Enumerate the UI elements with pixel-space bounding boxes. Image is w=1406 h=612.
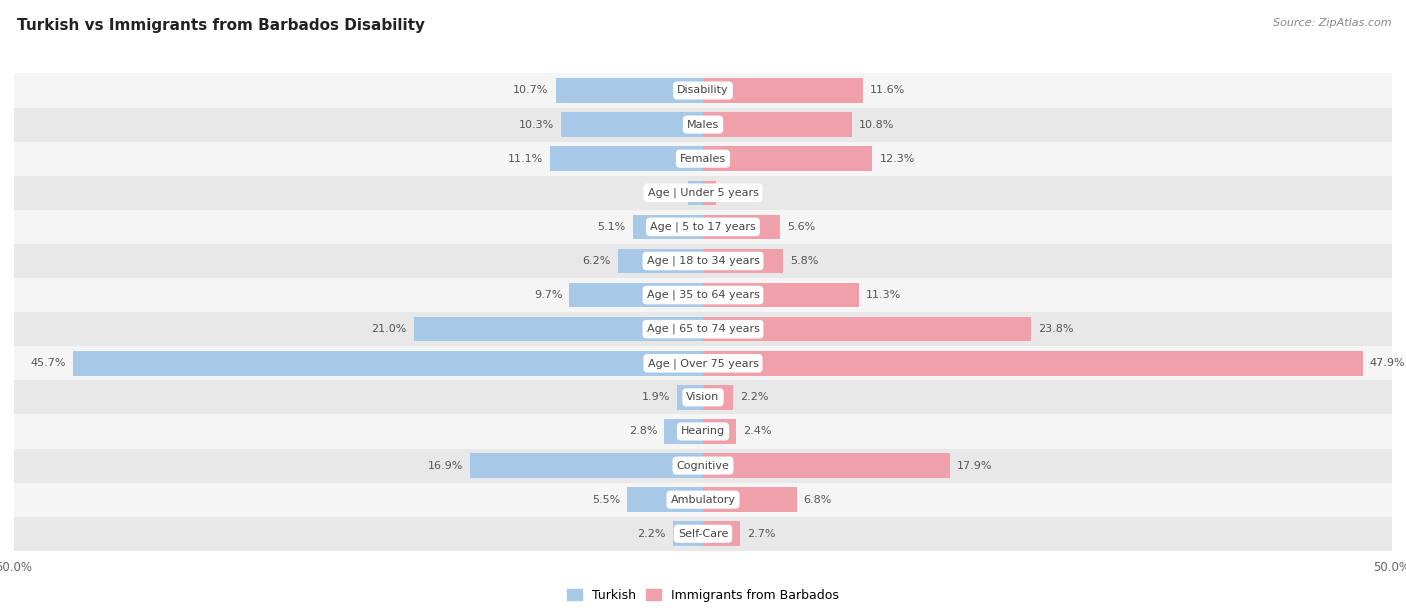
Text: Ambulatory: Ambulatory	[671, 494, 735, 505]
Bar	[703, 78, 863, 103]
Text: 17.9%: 17.9%	[956, 461, 993, 471]
Text: 23.8%: 23.8%	[1038, 324, 1073, 334]
Bar	[703, 317, 1031, 341]
Legend: Turkish, Immigrants from Barbados: Turkish, Immigrants from Barbados	[562, 584, 844, 606]
Bar	[550, 146, 703, 171]
Text: 11.1%: 11.1%	[508, 154, 543, 163]
Bar	[413, 317, 703, 341]
Text: Age | 65 to 74 years: Age | 65 to 74 years	[647, 324, 759, 334]
Text: Disability: Disability	[678, 86, 728, 95]
Text: Source: ZipAtlas.com: Source: ZipAtlas.com	[1274, 18, 1392, 28]
Text: Hearing: Hearing	[681, 427, 725, 436]
FancyBboxPatch shape	[14, 483, 1392, 517]
Bar	[633, 215, 703, 239]
FancyBboxPatch shape	[14, 141, 1392, 176]
Text: 1.9%: 1.9%	[641, 392, 669, 402]
Text: Age | 18 to 34 years: Age | 18 to 34 years	[647, 256, 759, 266]
Text: Age | Over 75 years: Age | Over 75 years	[648, 358, 758, 368]
Text: 2.2%: 2.2%	[740, 392, 769, 402]
Text: Age | 5 to 17 years: Age | 5 to 17 years	[650, 222, 756, 232]
Bar	[617, 248, 703, 273]
Text: 5.1%: 5.1%	[598, 222, 626, 232]
FancyBboxPatch shape	[14, 517, 1392, 551]
Text: 9.7%: 9.7%	[534, 290, 562, 300]
Text: Cognitive: Cognitive	[676, 461, 730, 471]
Bar	[688, 181, 703, 205]
Text: Females: Females	[681, 154, 725, 163]
Text: Self-Care: Self-Care	[678, 529, 728, 539]
Bar	[703, 283, 859, 307]
Bar	[703, 146, 873, 171]
Bar	[703, 113, 852, 137]
Bar	[703, 453, 949, 478]
Bar	[665, 419, 703, 444]
Text: Age | 35 to 64 years: Age | 35 to 64 years	[647, 290, 759, 300]
FancyBboxPatch shape	[14, 108, 1392, 141]
Bar	[703, 248, 783, 273]
Bar	[703, 419, 737, 444]
Text: 12.3%: 12.3%	[879, 154, 915, 163]
FancyBboxPatch shape	[14, 449, 1392, 483]
Bar	[561, 113, 703, 137]
Bar	[676, 385, 703, 409]
FancyBboxPatch shape	[14, 380, 1392, 414]
Text: 5.8%: 5.8%	[790, 256, 818, 266]
Text: 5.6%: 5.6%	[787, 222, 815, 232]
Text: 2.4%: 2.4%	[742, 427, 772, 436]
FancyBboxPatch shape	[14, 73, 1392, 108]
FancyBboxPatch shape	[14, 244, 1392, 278]
Text: 6.8%: 6.8%	[804, 494, 832, 505]
Text: 21.0%: 21.0%	[371, 324, 406, 334]
Bar	[703, 181, 717, 205]
Bar	[672, 521, 703, 546]
Text: 5.5%: 5.5%	[592, 494, 620, 505]
Text: 10.3%: 10.3%	[519, 119, 554, 130]
Text: 2.7%: 2.7%	[747, 529, 776, 539]
Bar	[703, 351, 1362, 376]
Bar	[703, 385, 734, 409]
FancyBboxPatch shape	[14, 414, 1392, 449]
Bar	[555, 78, 703, 103]
Text: 0.97%: 0.97%	[723, 188, 759, 198]
Text: 1.1%: 1.1%	[652, 188, 681, 198]
Text: 47.9%: 47.9%	[1369, 358, 1406, 368]
Text: 45.7%: 45.7%	[31, 358, 66, 368]
Text: 11.3%: 11.3%	[866, 290, 901, 300]
Text: Turkish vs Immigrants from Barbados Disability: Turkish vs Immigrants from Barbados Disa…	[17, 18, 425, 34]
Text: Age | Under 5 years: Age | Under 5 years	[648, 187, 758, 198]
Text: 10.7%: 10.7%	[513, 86, 548, 95]
Text: 16.9%: 16.9%	[427, 461, 463, 471]
Text: Vision: Vision	[686, 392, 720, 402]
Bar	[703, 487, 797, 512]
Bar	[73, 351, 703, 376]
Text: 11.6%: 11.6%	[870, 86, 905, 95]
Text: 2.2%: 2.2%	[637, 529, 666, 539]
Bar	[703, 521, 740, 546]
FancyBboxPatch shape	[14, 278, 1392, 312]
Text: 6.2%: 6.2%	[582, 256, 610, 266]
Text: Males: Males	[688, 119, 718, 130]
FancyBboxPatch shape	[14, 312, 1392, 346]
Bar	[470, 453, 703, 478]
FancyBboxPatch shape	[14, 176, 1392, 210]
Bar	[627, 487, 703, 512]
Text: 2.8%: 2.8%	[628, 427, 658, 436]
Bar	[569, 283, 703, 307]
Text: 10.8%: 10.8%	[859, 119, 894, 130]
Bar	[703, 215, 780, 239]
FancyBboxPatch shape	[14, 210, 1392, 244]
FancyBboxPatch shape	[14, 346, 1392, 380]
